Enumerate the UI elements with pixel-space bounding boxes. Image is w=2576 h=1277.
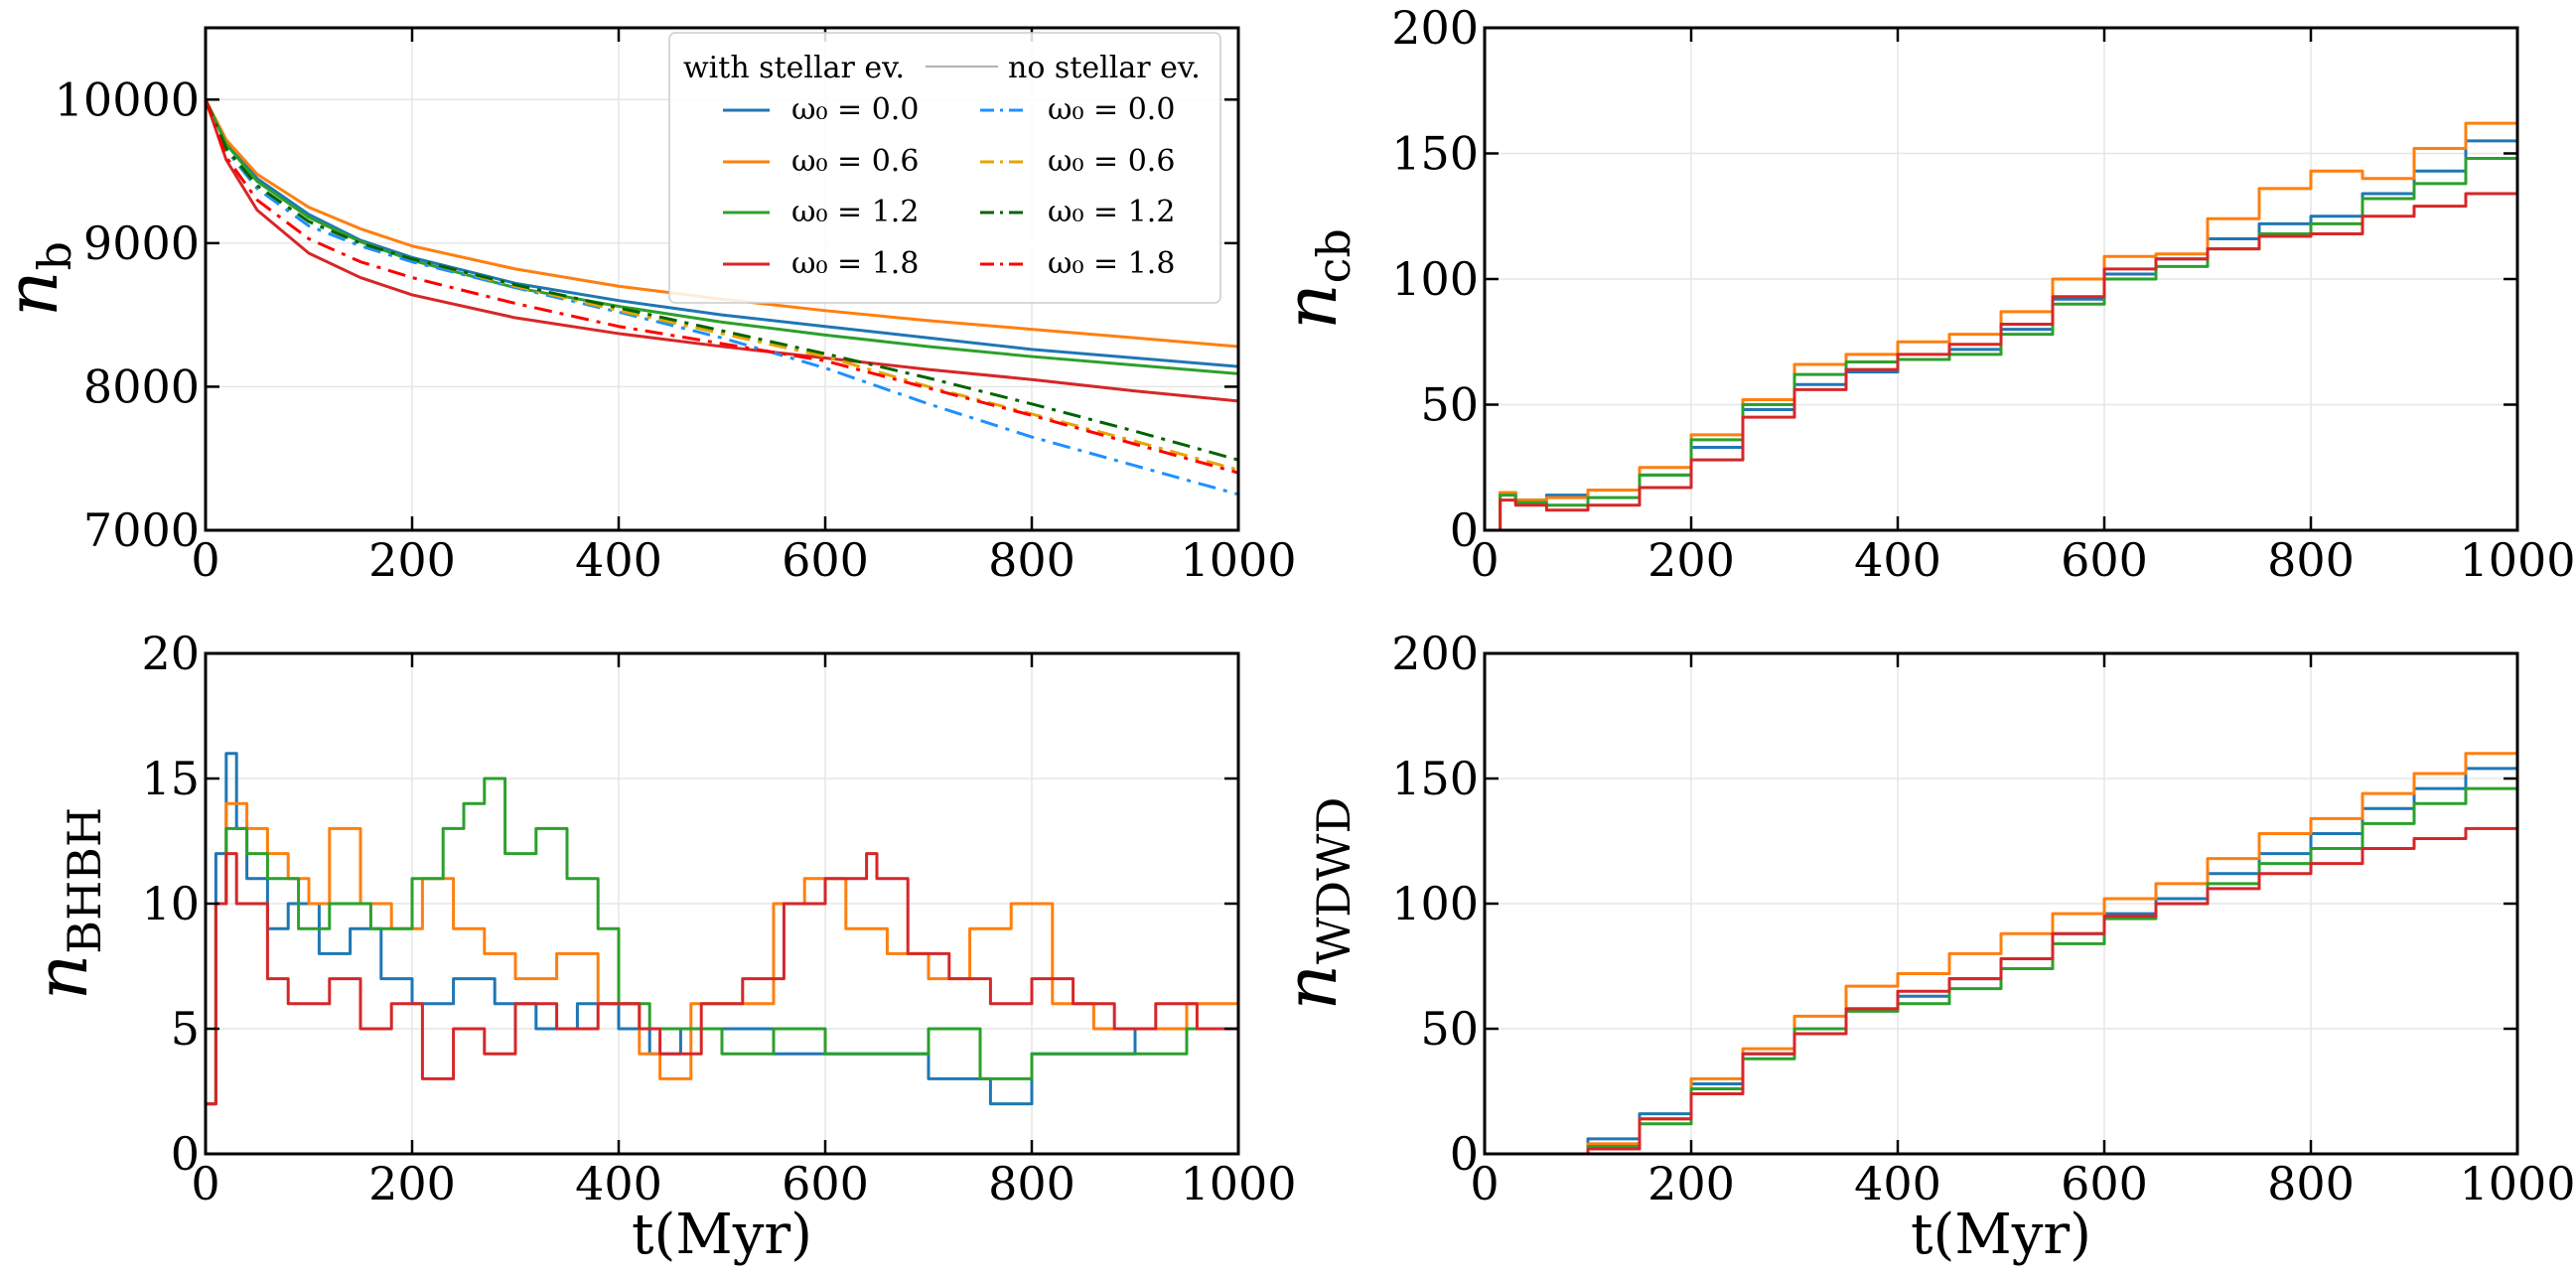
y-tick-label: 200 — [1391, 1, 1479, 55]
series-line-1 — [206, 98, 1238, 349]
y-tick-label: 100 — [1391, 252, 1479, 306]
x-tick-label: 0 — [191, 533, 219, 587]
y-tick-label: 15 — [141, 752, 200, 805]
series-line-3 — [1485, 820, 2517, 1154]
x-tick-label: 400 — [1854, 533, 1941, 587]
panel-nbhbh: 0 200 400 600 800 1000 0 5 10 15 20 nBHBH t(Myr) — [20, 627, 1297, 1267]
legend-box — [668, 32, 1221, 304]
y-tick-label: 8000 — [83, 359, 200, 413]
x-tick-label: 800 — [2267, 533, 2355, 587]
legend-header-right: no stellar ev. — [1008, 51, 1201, 85]
series-line-3 — [206, 852, 1238, 1106]
x-tick-label: 800 — [2267, 1157, 2355, 1210]
x-tick-label: 600 — [2061, 1157, 2148, 1210]
legend-label-left: ω₀ = 1.2 — [791, 195, 919, 229]
series-line-1 — [1485, 736, 2517, 1154]
legend-label-left: ω₀ = 0.0 — [791, 92, 919, 127]
series-line-0 — [206, 98, 1238, 368]
x-axis-label: t(Myr) — [1911, 1203, 2091, 1267]
x-tick-label: 1000 — [1180, 533, 1296, 587]
x-tick-label: 1000 — [2459, 1157, 2575, 1210]
x-tick-label: 600 — [782, 1157, 869, 1210]
x-axis-label: t(Myr) — [632, 1203, 812, 1267]
y-axis-label-sub: WDWD — [1307, 797, 1360, 964]
y-tick-label: 5 — [171, 1002, 200, 1056]
x-tick-label: 400 — [1854, 1157, 1941, 1210]
y-axis-label: ncb — [1269, 228, 1360, 330]
axes-frame — [204, 26, 1240, 532]
y-tick-label: 50 — [1420, 378, 1479, 432]
grid-lines — [1484, 27, 2518, 531]
x-tick-label: 200 — [1647, 533, 1735, 587]
y-axis-label-main: n — [1269, 283, 1353, 329]
y-axis-label-main: n — [0, 271, 73, 317]
y-tick-label: 50 — [1420, 1002, 1479, 1056]
y-tick-label: 0 — [171, 1127, 200, 1181]
y-axis-label: nBHBH — [20, 807, 111, 1000]
panel-nb: 0 200 400 600 800 1000 7000 8000 9000 10000 nb with… — [0, 26, 1297, 587]
x-tick-label: 600 — [2061, 533, 2148, 587]
series-line-2 — [206, 777, 1238, 1106]
y-axis-label-sub: BHBH — [58, 807, 111, 954]
y-tick-label: 9000 — [83, 216, 200, 270]
x-tick-label: 800 — [988, 1157, 1075, 1210]
legend: with stellar ev. no stellar ev. ω₀ = 0.0 ω₀… — [668, 32, 1221, 304]
y-tick-label: 10 — [141, 877, 200, 930]
x-tick-label: 0 — [191, 1157, 219, 1210]
y-tick-label: 0 — [1450, 503, 1479, 557]
y-tick-label: 7000 — [83, 503, 200, 557]
legend-header-left: with stellar ev. — [683, 51, 905, 85]
legend-label-left: ω₀ = 0.6 — [791, 144, 919, 179]
series-line-1 — [206, 801, 1238, 1106]
y-tick-label: 20 — [141, 627, 200, 680]
series-line-2 — [206, 98, 1238, 375]
panel-nwdwd: 0 200 400 600 800 1000 0 50 100 150 200 nWDWD t(Myr) — [1269, 627, 2576, 1267]
series-line-4 — [206, 98, 1238, 497]
x-tick-label: 0 — [1470, 1157, 1499, 1210]
series-group — [1485, 736, 2517, 1154]
y-tick-label: 100 — [1391, 877, 1479, 930]
y-tick-label: 0 — [1450, 1127, 1479, 1181]
series-line-1 — [1485, 90, 2517, 530]
y-tick-label: 150 — [1391, 127, 1479, 181]
legend-label-right: ω₀ = 1.2 — [1048, 195, 1175, 229]
x-tick-label: 200 — [368, 533, 456, 587]
series-group — [206, 752, 1238, 1106]
series-line-7 — [206, 98, 1238, 475]
series-line-3 — [1485, 183, 2517, 530]
x-tick-label: 0 — [1470, 533, 1499, 587]
x-tick-label: 400 — [575, 1157, 662, 1210]
x-tick-label: 800 — [988, 533, 1075, 587]
x-tick-label: 400 — [575, 533, 662, 587]
y-tick-label: 10000 — [55, 72, 200, 126]
x-tick-label: 1000 — [1180, 1157, 1296, 1210]
y-axis-label-sub: cb — [1307, 228, 1360, 283]
panel-ncb: 0 200 400 600 800 1000 0 50 100 150 200 ncb — [1269, 1, 2576, 587]
grid-lines — [1484, 652, 2518, 1155]
legend-label-right: ω₀ = 0.6 — [1048, 144, 1175, 179]
legend-label-right: ω₀ = 0.0 — [1048, 92, 1175, 127]
y-axis-label-main: n — [1269, 964, 1353, 1010]
y-axis-label-main: n — [20, 954, 103, 1000]
y-axis-label: nWDWD — [1269, 797, 1360, 1011]
x-tick-label: 1000 — [2459, 533, 2575, 587]
series-line-3 — [206, 98, 1238, 403]
x-tick-label: 600 — [782, 533, 869, 587]
series-line-0 — [206, 752, 1238, 1106]
series-group — [206, 98, 1238, 497]
y-tick-label: 200 — [1391, 627, 1479, 680]
y-axis-label-sub: b — [28, 241, 81, 270]
x-tick-label: 200 — [1647, 1157, 1735, 1210]
x-tick-label: 200 — [368, 1157, 456, 1210]
y-axis-label: nb — [0, 241, 81, 317]
y-tick-label: 150 — [1391, 752, 1479, 805]
legend-label-left: ω₀ = 1.8 — [791, 246, 919, 281]
series-group — [1485, 90, 2517, 530]
legend-label-right: ω₀ = 1.8 — [1048, 246, 1175, 281]
